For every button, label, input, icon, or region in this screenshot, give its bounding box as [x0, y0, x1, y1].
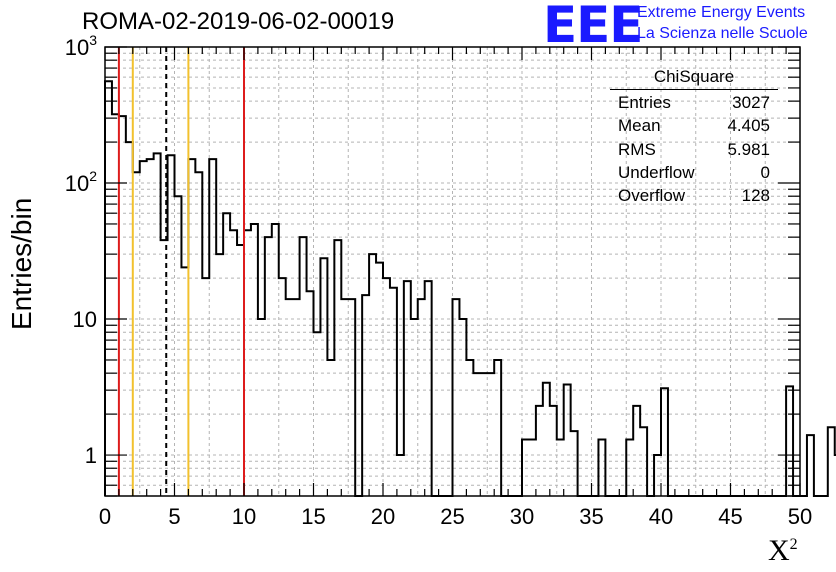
x-tick-label: 15: [301, 504, 325, 529]
stats-row: Entries 3027: [610, 91, 778, 114]
x-tick-label: 40: [649, 504, 673, 529]
stats-label: Entries: [618, 93, 671, 112]
stats-label: Mean: [618, 116, 661, 136]
stats-label: Overflow: [618, 186, 686, 206]
x-axis-label-sup: 2: [789, 536, 798, 553]
stats-row: Overflow 128: [610, 184, 778, 207]
stats-label: Underflow: [618, 162, 695, 182]
logo-line-1: Extreme Energy Events: [637, 4, 806, 21]
x-tick-label: 0: [99, 504, 111, 529]
stats-label: RMS: [618, 139, 656, 159]
x-tick-label: 50: [788, 504, 812, 529]
chart-title: ROMA-02-2019-06-02-00019: [82, 8, 395, 35]
x-tick-label: 45: [718, 504, 742, 529]
stats-value: 5.981: [727, 139, 770, 159]
histogram-series: [104, 80, 836, 497]
y-tick-label: 10: [73, 307, 97, 332]
y-tick-exponent: 3: [89, 32, 97, 48]
x-axis-label: X2: [768, 534, 798, 568]
logo-line-2: La Scienza nelle Scuole: [637, 25, 808, 42]
stats-value: 0: [760, 162, 770, 182]
x-tick-label: 25: [440, 504, 464, 529]
stats-box: ChiSquare Entries 3027 Mean 4.405 RMS 5.981…: [610, 67, 778, 207]
x-axis-label-main: X: [768, 534, 790, 567]
stats-row: RMS 5.981: [610, 138, 778, 161]
x-tick-label: 20: [371, 504, 395, 529]
stats-value: 128: [741, 186, 770, 206]
x-tick-label: 35: [579, 504, 603, 529]
stats-row: Underflow 0: [610, 161, 778, 184]
x-tick-label: 30: [510, 504, 534, 529]
y-tick-exponent: 2: [89, 168, 97, 184]
stats-value: 3027: [732, 93, 770, 112]
stats-row: Mean 4.405: [610, 114, 778, 137]
y-axis-label: Entries/bin: [6, 197, 37, 330]
y-tick-label: 102: [65, 168, 97, 196]
stats-title: ChiSquare: [610, 67, 778, 90]
y-tick-label: 1: [85, 443, 97, 468]
stats-value: 4.405: [727, 116, 770, 136]
x-tick-label: 5: [168, 504, 180, 529]
eee-logo: EEE: [543, 0, 643, 54]
x-tick-label: 10: [232, 504, 256, 529]
y-tick-label: 103: [65, 32, 97, 60]
